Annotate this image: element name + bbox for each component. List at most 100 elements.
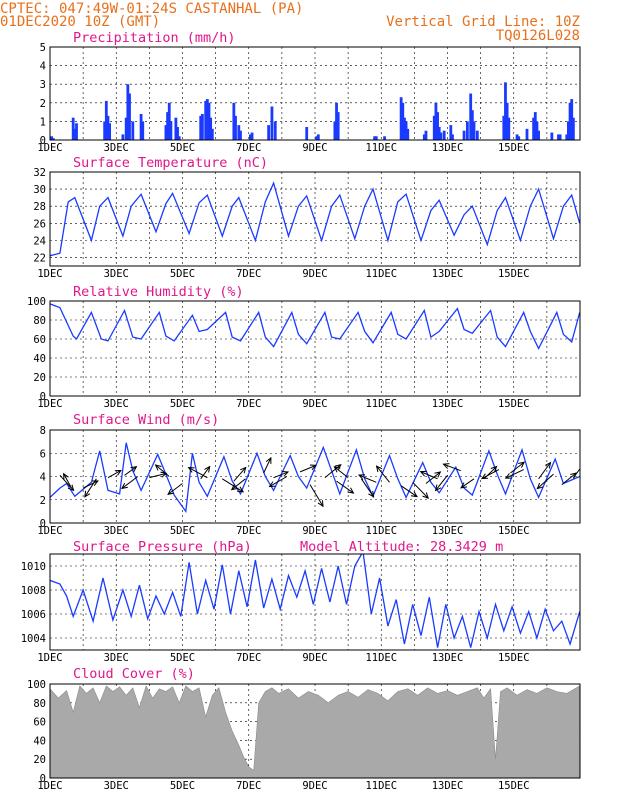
- y-tick-label: 0: [40, 518, 46, 530]
- plot-area: [50, 82, 575, 140]
- wind-arrow-shaft: [167, 483, 183, 495]
- wind-arrow: [333, 466, 349, 479]
- wind-arrow-shaft: [233, 467, 247, 482]
- y-tick-label: 40: [33, 735, 46, 747]
- x-tick-label: 3DEC: [104, 142, 129, 154]
- precip-bar: [75, 123, 78, 140]
- y-tick-label: 2: [40, 495, 46, 507]
- panel-title: Surface Temperature (nC): [73, 155, 268, 171]
- wind-arrow-shaft: [200, 466, 211, 480]
- precip-bar: [403, 117, 406, 140]
- x-tick-label: 7DEC: [236, 780, 261, 792]
- wind-arrow: [400, 485, 418, 498]
- wind-arrow-shaft: [536, 473, 554, 489]
- precip-bar: [383, 136, 386, 140]
- x-tick-label: 5DEC: [170, 780, 195, 792]
- x-tick-label: 9DEC: [302, 398, 327, 410]
- x-tick-label: 1DEC: [37, 268, 62, 280]
- wind-arrow-shaft: [412, 481, 429, 499]
- y-tick-label: 60: [33, 334, 46, 346]
- precip-bar: [462, 130, 466, 140]
- wind-arrow: [273, 470, 290, 479]
- x-tick-label: 13DEC: [432, 780, 464, 792]
- precip-bar: [169, 121, 173, 140]
- x-tick-label: 15DEC: [498, 268, 530, 280]
- precip-bar: [305, 126, 309, 140]
- y-tick-label: 4: [40, 61, 46, 73]
- wind-arrow-head: [309, 464, 317, 471]
- precip-bar: [176, 126, 179, 140]
- precip-bar: [209, 117, 213, 140]
- panel-title: Surface Pressure (hPa): [73, 539, 252, 555]
- precip-bar: [103, 121, 107, 140]
- x-tick-label: 1DEC: [37, 398, 62, 410]
- cloud-cover-area: [50, 685, 580, 778]
- wind-arrow-head: [518, 461, 526, 468]
- wind-arrow-head: [121, 482, 128, 490]
- precip-bar: [237, 125, 241, 140]
- panel-frame: [49, 683, 581, 779]
- x-tick-label: 11DEC: [365, 142, 397, 154]
- precip-bar: [124, 117, 128, 140]
- precip-bar: [449, 125, 453, 140]
- precip-bar: [424, 130, 428, 140]
- wind-arrow-head: [419, 470, 427, 477]
- precip-bar: [167, 102, 171, 140]
- series-line: [50, 442, 580, 514]
- x-tick-label: 7DEC: [236, 525, 261, 537]
- panel-1: 0 1 2 3 4 5 1DEC 3DEC 5DEC 7DEC 9DEC 11DEC 13DEC 15DE…: [37, 30, 581, 154]
- wind-arrow-head: [154, 464, 162, 471]
- precip-bar: [475, 130, 479, 140]
- wind-arrow-shaft: [435, 475, 448, 491]
- wind-arrow-head: [63, 472, 69, 480]
- y-tick-label: 32: [33, 167, 46, 179]
- panel-title: Precipitation (mm/h): [73, 30, 236, 46]
- precip-bar: [210, 128, 214, 140]
- x-tick-label: 7DEC: [236, 268, 261, 280]
- wind-arrow: [82, 480, 99, 489]
- precip-bar: [404, 121, 408, 140]
- wind-arrow-head: [114, 469, 122, 476]
- precip-bar: [126, 84, 130, 140]
- precip-bar: [104, 100, 108, 140]
- precip-bar: [234, 115, 237, 140]
- wind-arrow: [572, 463, 580, 478]
- precip-bar: [432, 115, 436, 140]
- x-tick-label: 1DEC: [37, 525, 62, 537]
- wind-arrow-head: [130, 466, 138, 473]
- wind-arrow: [536, 473, 554, 490]
- x-tick-label: 1DEC: [37, 142, 62, 154]
- wind-arrow: [230, 478, 246, 491]
- y-tick-label: 24: [33, 235, 46, 247]
- precip-bar: [131, 121, 135, 140]
- wind-arrow-shaft: [460, 478, 475, 489]
- precip-bar: [267, 125, 271, 140]
- y-tick-label: 28: [33, 201, 46, 213]
- series-line: [50, 303, 580, 350]
- wind-arrow-head: [84, 490, 91, 498]
- wind-arrow-shaft: [84, 478, 97, 498]
- precip-bar: [249, 134, 252, 140]
- wind-arrow: [124, 466, 138, 476]
- x-tick-label: 15DEC: [498, 525, 530, 537]
- precip-bar: [550, 132, 554, 140]
- wind-arrow-shaft: [572, 467, 580, 478]
- precip-bar: [406, 128, 410, 140]
- y-tick-label: 0: [40, 391, 46, 403]
- wind-arrow-head: [91, 480, 99, 486]
- x-tick-label: 7DEC: [236, 398, 261, 410]
- wind-arrow-shaft: [505, 469, 524, 479]
- wind-arrow-head: [480, 473, 488, 480]
- precip-bar: [434, 102, 438, 140]
- x-tick-label: 15DEC: [498, 652, 530, 664]
- wind-arrow-shaft: [121, 476, 139, 489]
- wind-arrow-shaft: [425, 471, 441, 484]
- precip-bar: [422, 134, 426, 140]
- panel-5: 1004 1006 1008 1010 1DEC 3DEC 5DEC 7DEC 9DEC 11DE…: [21, 539, 581, 664]
- y-tick-label: 4: [40, 472, 46, 484]
- precip-bar: [567, 121, 570, 140]
- wind-arrow-shaft: [231, 478, 246, 491]
- wind-arrow: [357, 474, 377, 483]
- wind-arrow-head: [167, 488, 175, 495]
- precip-bar: [437, 126, 441, 140]
